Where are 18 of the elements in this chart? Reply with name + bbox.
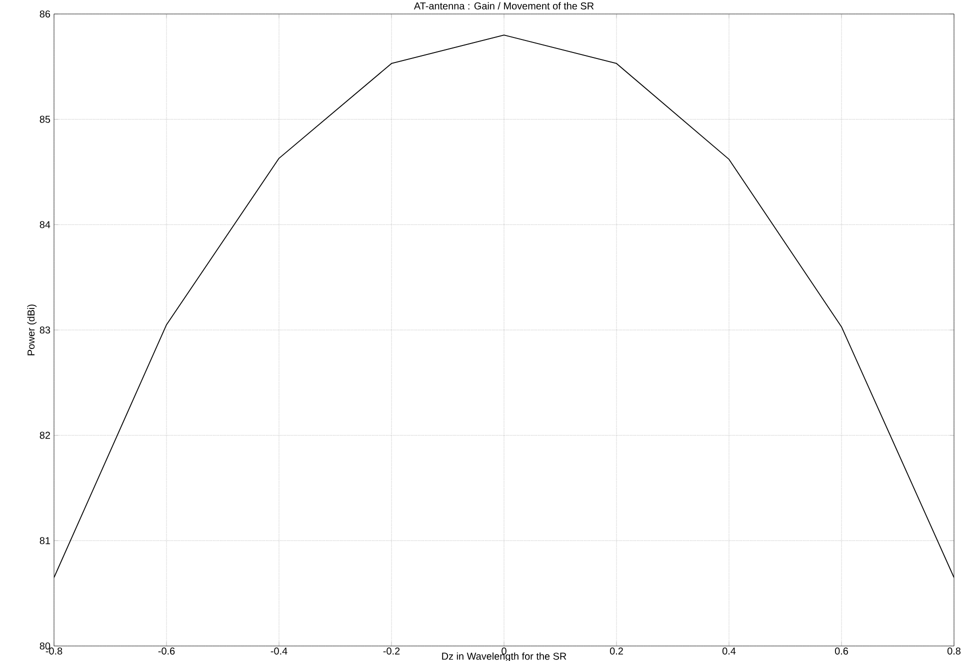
x-tick-label: 0 <box>502 648 506 655</box>
x-tick-label: 0.8 <box>947 648 960 655</box>
y-tick-label: 85 <box>40 116 50 123</box>
y-tick-label: 84 <box>40 221 50 228</box>
y-tick-label: 81 <box>40 537 50 544</box>
x-tick-label: 0.4 <box>722 648 736 655</box>
chart-title: AT-antenna : Gain / Movement of the SR <box>414 2 594 10</box>
y-tick-label: 82 <box>40 432 50 439</box>
x-tick-label: -0.4 <box>270 648 288 655</box>
y-tick-label: 83 <box>40 326 50 334</box>
x-tick-label: 0.6 <box>834 648 848 655</box>
x-tick-label: -0.8 <box>46 648 62 655</box>
x-tick-label: -0.2 <box>383 648 400 655</box>
x-tick-label: -0.6 <box>158 648 175 655</box>
y-axis-title: Power (dBi) <box>27 304 37 356</box>
y-tick-label: 86 <box>40 10 50 18</box>
x-tick-label: 0.2 <box>610 648 623 655</box>
y-tick-label: 80 <box>40 642 50 650</box>
